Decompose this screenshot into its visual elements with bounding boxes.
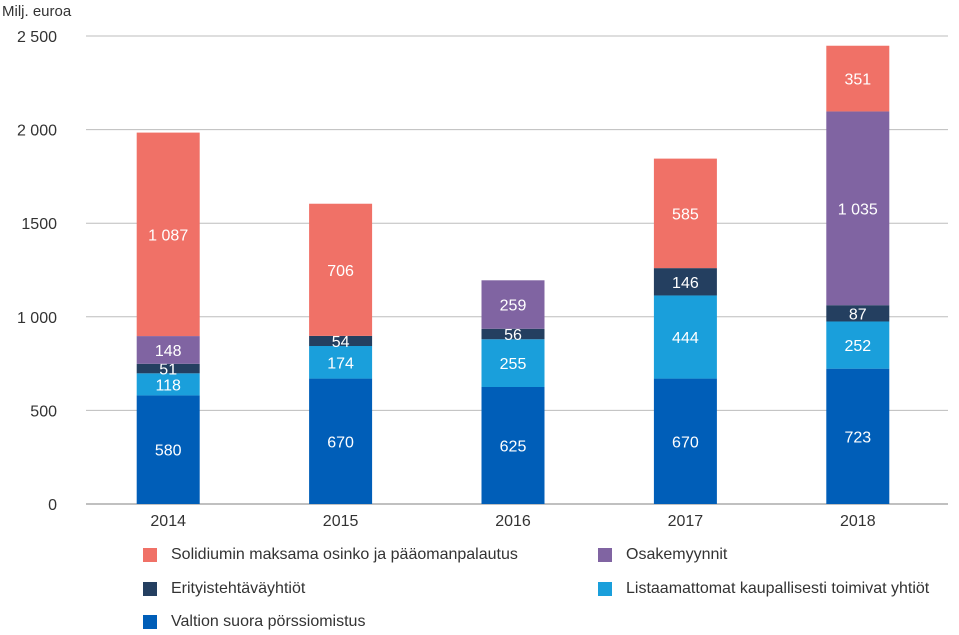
data-label-valtion-2018: 723 bbox=[844, 429, 871, 446]
stacked-bar-chart: Milj. euroa 0 500 1 000 1500 2 000 2 500 580 118… bbox=[2, 3, 948, 530]
y-tick-label: 2 500 bbox=[17, 29, 57, 46]
bar-segment-erityis-2017 bbox=[653, 268, 717, 296]
bar-segment-erityis-2014 bbox=[136, 363, 200, 374]
data-label-osake-2014: 148 bbox=[155, 343, 182, 360]
data-label-erityis-2017: 146 bbox=[672, 275, 699, 292]
legend-swatch bbox=[598, 548, 612, 562]
bar-segment-listaamattomat-2015 bbox=[309, 346, 373, 379]
y-tick-label: 0 bbox=[48, 497, 57, 514]
legend-swatch bbox=[143, 615, 157, 629]
legend-label: Erityistehtäväyhtiöt bbox=[171, 580, 306, 597]
data-label-solidium-2017: 585 bbox=[672, 206, 699, 223]
data-label-erityis-2016: 56 bbox=[504, 327, 522, 344]
x-tick-label: 2016 bbox=[495, 513, 531, 530]
x-tick-label: 2015 bbox=[323, 513, 359, 530]
data-label-valtion-2014: 580 bbox=[155, 443, 182, 460]
bar-segment-solidium-2018 bbox=[826, 45, 890, 112]
legend-label: Osakemyynnit bbox=[626, 546, 728, 563]
legend-item-osake: Osakemyynnit bbox=[598, 546, 727, 564]
data-label-solidium-2018: 351 bbox=[844, 72, 871, 89]
legend-item-listaamattomat: Listaamattomat kaupallisesti toimivat yh… bbox=[598, 580, 929, 598]
x-tick-label: 2017 bbox=[668, 513, 704, 530]
x-tick-label: 2018 bbox=[840, 513, 876, 530]
y-tick-label: 500 bbox=[30, 403, 57, 420]
data-label-erityis-2015: 54 bbox=[332, 334, 350, 351]
data-label-osake-2018: 1 035 bbox=[838, 201, 878, 218]
legend-swatch bbox=[598, 582, 612, 596]
bar-segment-osake-2016 bbox=[481, 280, 545, 329]
data-label-erityis-2014: 51 bbox=[159, 362, 177, 379]
bar-segment-valtion-2017 bbox=[653, 378, 717, 504]
data-label-valtion-2015: 670 bbox=[327, 434, 354, 451]
data-label-listaamattomat-2017: 444 bbox=[672, 330, 699, 347]
bar-segment-listaamattomat-2014 bbox=[136, 373, 200, 396]
legend-label: Listaamattomat kaupallisesti toimivat yh… bbox=[626, 580, 930, 597]
legend-swatch bbox=[143, 548, 157, 562]
bar-segment-listaamattomat-2017 bbox=[653, 295, 717, 379]
data-label-listaamattomat-2014: 118 bbox=[155, 377, 181, 394]
data-label-solidium-2014: 1 087 bbox=[148, 227, 188, 244]
bar-segment-valtion-2018 bbox=[826, 368, 890, 504]
x-tick-label: 2014 bbox=[150, 513, 186, 530]
data-label-osake-2016: 259 bbox=[500, 298, 527, 315]
data-label-listaamattomat-2016: 255 bbox=[500, 356, 527, 373]
bar-segment-osake-2018 bbox=[826, 111, 890, 306]
bar-segment-osake-2014 bbox=[136, 336, 200, 364]
data-label-valtion-2016: 625 bbox=[500, 439, 527, 456]
legend-label: Solidiumin maksama osinko ja pääomanpala… bbox=[171, 546, 518, 563]
legend-item-solidium: Solidiumin maksama osinko ja pääomanpala… bbox=[143, 546, 518, 564]
data-label-valtion-2017: 670 bbox=[672, 434, 699, 451]
y-tick-label: 1500 bbox=[21, 216, 57, 233]
legend-swatch bbox=[143, 582, 157, 596]
data-label-solidium-2015: 706 bbox=[327, 263, 354, 280]
y-tick-label: 1 000 bbox=[17, 310, 57, 327]
bar-segment-solidium-2015 bbox=[309, 203, 373, 336]
bar-segment-listaamattomat-2016 bbox=[481, 339, 545, 387]
legend-item-valtion: Valtion suora pörssiomistus bbox=[143, 613, 365, 631]
legend: Solidiumin maksama osinko ja pääomanpala… bbox=[0, 530, 959, 635]
data-label-listaamattomat-2015: 174 bbox=[327, 355, 354, 372]
legend-item-erityis: Erityistehtäväyhtiöt bbox=[143, 580, 305, 598]
y-tick-label: 2 000 bbox=[17, 123, 57, 140]
bar-segment-erityis-2015 bbox=[309, 335, 373, 347]
legend-label: Valtion suora pörssiomistus bbox=[171, 613, 366, 630]
bar-segment-valtion-2015 bbox=[309, 378, 373, 504]
data-label-listaamattomat-2018: 252 bbox=[844, 338, 871, 355]
bar-segment-solidium-2017 bbox=[653, 158, 717, 269]
bar-segment-erityis-2018 bbox=[826, 305, 890, 322]
bar-segment-erityis-2016 bbox=[481, 328, 545, 340]
data-label-erityis-2018: 87 bbox=[849, 306, 867, 323]
y-axis-title: Milj. euroa bbox=[2, 3, 72, 20]
bar-segment-solidium-2014 bbox=[136, 132, 200, 337]
bar-segment-valtion-2016 bbox=[481, 387, 545, 504]
bar-segment-valtion-2014 bbox=[136, 395, 200, 504]
bar-segment-listaamattomat-2018 bbox=[826, 321, 890, 369]
